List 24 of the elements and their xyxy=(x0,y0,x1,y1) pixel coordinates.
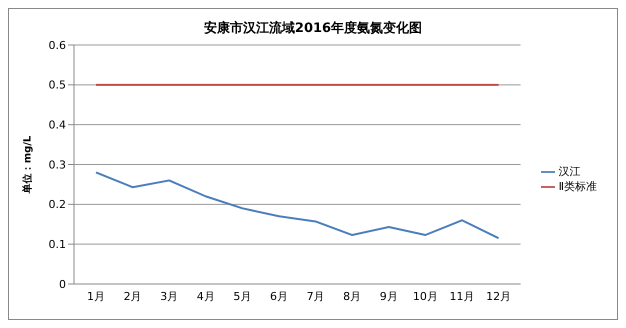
x-tick-label: 12月 xyxy=(486,290,512,303)
legend-label: 汉江 xyxy=(558,165,581,178)
y-tick-label: 0.1 xyxy=(48,238,66,252)
x-tick-label: 9月 xyxy=(380,290,398,303)
line-series xyxy=(95,171,500,240)
x-tick-label: 11月 xyxy=(449,290,474,303)
x-tick-label: 4月 xyxy=(196,290,215,303)
x-tick-label: 3月 xyxy=(160,290,178,303)
x-tick-label: 7月 xyxy=(306,290,325,303)
y-tick-label: 0.3 xyxy=(48,158,66,172)
y-axis-title: 单位：mg/L xyxy=(22,135,34,194)
chart-title: 安康市汉江流域2016年度氨氮变化图 xyxy=(202,20,424,38)
x-tick-label: 5月 xyxy=(233,290,252,303)
legend-label: Ⅱ类标准 xyxy=(558,180,597,193)
x-tick-label: 1月 xyxy=(87,290,105,303)
x-tick-label: 10月 xyxy=(412,290,438,303)
x-tick-label: 8月 xyxy=(343,290,362,303)
y-tick-label: 0.4 xyxy=(48,118,66,132)
y-tick-label: 0.2 xyxy=(48,198,66,212)
x-tick-label: 6月 xyxy=(270,290,288,303)
y-tick-label: 0 xyxy=(59,278,66,291)
y-tick-label: 0.5 xyxy=(48,78,66,92)
y-tick-label: 0.6 xyxy=(48,38,66,52)
x-tick-label: 2月 xyxy=(124,290,142,303)
